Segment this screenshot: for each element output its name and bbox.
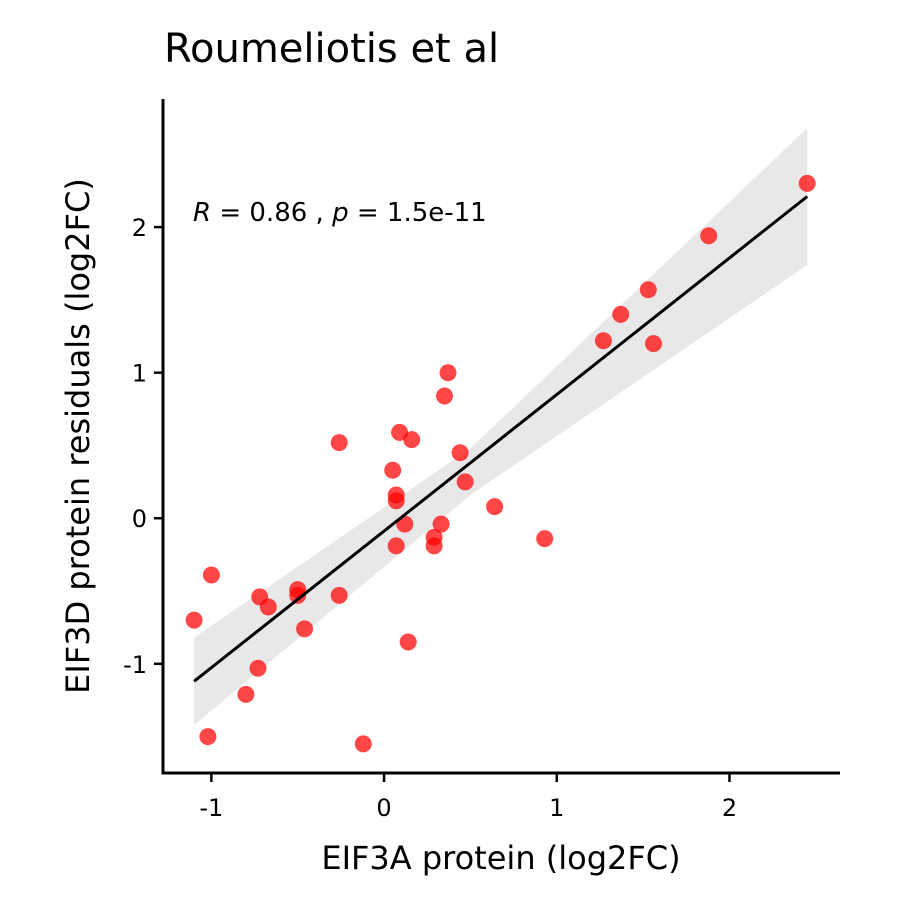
data-point-14 xyxy=(456,473,474,491)
data-point-29 xyxy=(289,586,307,604)
r-symbol: R xyxy=(193,198,211,228)
data-point-30 xyxy=(330,586,348,604)
data-point-4 xyxy=(612,305,630,323)
data-point-31 xyxy=(296,620,314,638)
data-point-11 xyxy=(330,434,348,452)
p-value-text: = 1.5e-11 xyxy=(349,198,487,228)
x-axis-ticks: -1 0 1 2 xyxy=(199,773,737,822)
data-point-13 xyxy=(384,461,402,479)
data-point-12 xyxy=(451,444,469,462)
x-tick-label-3: 1 xyxy=(549,794,564,822)
data-point-19 xyxy=(432,515,450,533)
data-point-21 xyxy=(425,537,443,555)
y-tick-label-3: 1 xyxy=(132,360,147,388)
data-point-2 xyxy=(700,227,718,245)
regression-line xyxy=(193,195,809,683)
x-tick-label-4: 2 xyxy=(722,794,737,822)
data-point-22 xyxy=(387,537,405,555)
x-tick-label-1: -1 xyxy=(199,794,223,822)
data-point-25 xyxy=(185,611,203,629)
data-point-1 xyxy=(798,174,816,192)
y-tick-label-1: -1 xyxy=(123,651,147,679)
data-points xyxy=(185,174,816,753)
y-tick-label-2: 0 xyxy=(132,505,147,533)
data-point-33 xyxy=(249,659,267,677)
data-point-23 xyxy=(536,530,554,548)
p-symbol: p xyxy=(331,198,349,228)
data-point-3 xyxy=(639,281,657,299)
data-point-5 xyxy=(594,332,612,350)
data-point-6 xyxy=(645,335,662,353)
data-point-7 xyxy=(439,364,457,382)
confidence-band xyxy=(194,128,808,726)
y-axis-ticks: -1 0 1 2 xyxy=(123,214,163,679)
data-point-24 xyxy=(202,566,220,584)
chart-title: Roumeliotis et al xyxy=(164,26,499,72)
x-axis-title: EIF3A protein (log2FC) xyxy=(321,839,680,877)
data-point-35 xyxy=(199,728,217,746)
data-point-34 xyxy=(237,685,255,703)
y-axis-title: EIF3D protein residuals (log2FC) xyxy=(59,178,97,694)
data-point-8 xyxy=(436,387,453,405)
r-value-text: = 0.86 , xyxy=(211,198,332,228)
data-point-32 xyxy=(399,633,417,651)
data-point-36 xyxy=(354,735,372,753)
data-point-16 xyxy=(387,492,405,510)
data-point-17 xyxy=(486,498,504,516)
correlation-annotation: R = 0.86 , p = 1.5e-11 xyxy=(193,198,487,228)
y-tick-label-4: 2 xyxy=(132,214,147,242)
data-point-27 xyxy=(259,598,277,616)
x-tick-label-2: 0 xyxy=(376,794,391,822)
data-point-10 xyxy=(403,431,421,449)
confidence-band-group xyxy=(194,128,808,726)
